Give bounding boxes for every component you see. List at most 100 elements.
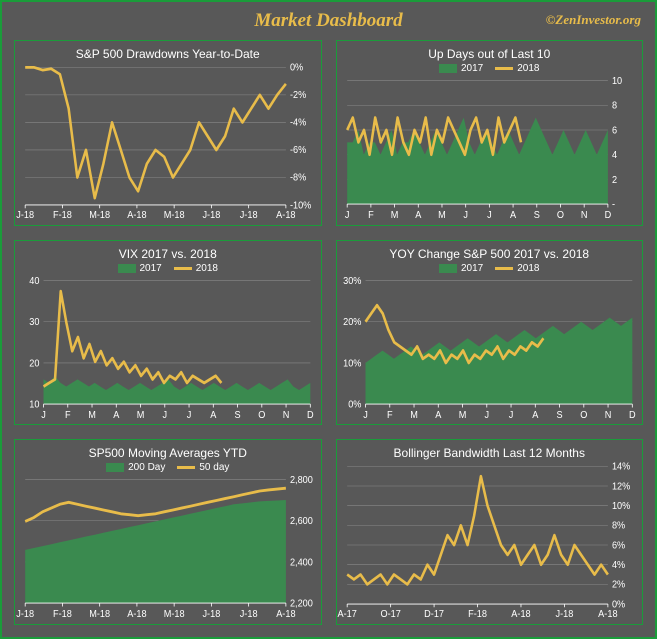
svg-text:2,400: 2,400: [290, 557, 313, 569]
svg-text:A-18: A-18: [127, 609, 146, 621]
panel-title: YOY Change S&P 500 2017 vs. 2018: [337, 241, 643, 263]
svg-text:-4%: -4%: [290, 117, 307, 128]
svg-text:S: S: [234, 409, 241, 421]
swatch-line: [495, 67, 513, 70]
svg-text:A: A: [532, 409, 539, 421]
svg-text:20: 20: [29, 358, 40, 370]
chart-svg: 40302010JFMAMJJASOND: [15, 276, 321, 425]
svg-text:J: J: [363, 409, 368, 421]
svg-text:J-18: J-18: [240, 210, 258, 221]
page-title: Market Dashboard: [254, 10, 402, 32]
svg-text:N: N: [283, 409, 290, 421]
svg-text:A-17: A-17: [337, 609, 356, 620]
svg-text:J: J: [41, 409, 46, 421]
svg-text:M: M: [438, 209, 446, 221]
svg-text:12%: 12%: [611, 481, 630, 492]
svg-text:S: S: [533, 209, 540, 221]
panel-bb: Bollinger Bandwidth Last 12 Months14%12%…: [336, 439, 644, 625]
chart-area: 2,8002,6002,4002,200J-18F-18M-18A-18M-18…: [15, 475, 321, 624]
svg-text:40: 40: [29, 276, 40, 287]
svg-text:M-18: M-18: [164, 609, 185, 621]
svg-text:-: -: [611, 199, 614, 211]
svg-text:O: O: [258, 409, 266, 421]
swatch-line: [495, 267, 513, 270]
legend-label-line: 2018: [517, 63, 539, 74]
legend-label-line: 2018: [196, 263, 218, 274]
svg-text:M-18: M-18: [89, 210, 110, 221]
dashboard-frame: Market Dashboard ©ZenInvestor.org S&P 50…: [0, 0, 657, 639]
legend: 2017 2018: [337, 63, 643, 76]
panel-title: VIX 2017 vs. 2018: [15, 241, 321, 263]
chart-svg: 0%-2%-4%-6%-8%-10%J-18F-18M-18A-18M-18J-…: [15, 63, 321, 225]
svg-text:N: N: [604, 409, 611, 421]
legend-item-line: 2018: [174, 263, 218, 274]
chart-area: 40302010JFMAMJJASOND: [15, 276, 321, 425]
svg-text:10%: 10%: [611, 501, 630, 512]
svg-text:6%: 6%: [611, 540, 625, 551]
svg-text:-8%: -8%: [290, 172, 307, 183]
svg-text:O: O: [556, 209, 564, 221]
svg-text:F-18: F-18: [53, 609, 72, 621]
legend: 200 Day50 day: [15, 462, 321, 475]
svg-text:10: 10: [29, 399, 40, 411]
svg-text:14%: 14%: [611, 462, 630, 473]
svg-text:20%: 20%: [343, 316, 362, 328]
svg-text:M: M: [88, 409, 96, 421]
svg-text:D: D: [629, 409, 636, 421]
svg-text:F: F: [386, 409, 392, 421]
legend: 2017 2018: [337, 263, 643, 276]
svg-text:J-18: J-18: [240, 609, 258, 621]
chart-svg: 2,8002,6002,4002,200J-18F-18M-18A-18M-18…: [15, 475, 321, 624]
svg-text:D-17: D-17: [424, 609, 444, 620]
svg-text:8%: 8%: [611, 521, 625, 532]
attribution: ©ZenInvestor.org: [546, 12, 641, 28]
legend-item-area: 2017: [439, 63, 483, 74]
svg-text:J: J: [344, 209, 349, 221]
header: Market Dashboard ©ZenInvestor.org: [2, 2, 655, 40]
swatch-area: [439, 64, 457, 73]
svg-text:4: 4: [611, 150, 617, 162]
panel-grid: S&P 500 Drawdowns Year-to-Date0%-2%-4%-6…: [2, 40, 655, 637]
legend-item-area: 2017: [118, 263, 162, 274]
svg-text:-2%: -2%: [290, 90, 307, 101]
svg-text:S: S: [556, 409, 563, 421]
svg-text:30%: 30%: [343, 276, 362, 287]
svg-text:10%: 10%: [343, 358, 362, 370]
swatch-line: [174, 267, 192, 270]
svg-text:M: M: [137, 409, 145, 421]
legend-label-area: 2017: [461, 263, 483, 274]
panel-title: S&P 500 Drawdowns Year-to-Date: [15, 41, 321, 63]
panel-yoy: YOY Change S&P 500 2017 vs. 20182017 2018…: [336, 240, 644, 426]
svg-text:J-18: J-18: [16, 609, 34, 621]
svg-text:-6%: -6%: [290, 145, 307, 156]
chart-svg: 14%12%10%8%6%4%2%0%A-17O-17D-17F-18A-18J…: [337, 462, 643, 624]
svg-text:J: J: [487, 209, 492, 221]
legend-label-line: 2018: [517, 263, 539, 274]
legend-item-line: 2018: [495, 63, 539, 74]
panel-vix: VIX 2017 vs. 20182017201840302010JFMAMJJ…: [14, 240, 322, 426]
panel-drawdowns: S&P 500 Drawdowns Year-to-Date0%-2%-4%-6…: [14, 40, 322, 226]
svg-text:30: 30: [29, 316, 40, 328]
svg-text:A: A: [415, 209, 422, 221]
svg-text:2,800: 2,800: [290, 475, 313, 486]
chart-area: 0%-2%-4%-6%-8%-10%J-18F-18M-18A-18M-18J-…: [15, 63, 321, 225]
svg-text:J: J: [484, 409, 489, 421]
svg-text:2: 2: [611, 174, 616, 186]
svg-text:0%: 0%: [348, 399, 362, 411]
swatch-area: [118, 264, 136, 273]
svg-text:J-18: J-18: [202, 609, 220, 621]
svg-text:2%: 2%: [611, 580, 625, 591]
chart-svg: 108642-JFMAMJJASOND: [337, 76, 643, 225]
svg-text:A: A: [510, 209, 517, 221]
svg-text:F-18: F-18: [53, 210, 72, 221]
svg-text:A: A: [210, 409, 217, 421]
svg-text:4%: 4%: [611, 560, 625, 571]
svg-text:J-18: J-18: [555, 609, 573, 620]
svg-text:10: 10: [611, 76, 622, 87]
svg-text:J: J: [508, 409, 513, 421]
svg-text:A: A: [113, 409, 120, 421]
svg-text:D: D: [604, 209, 611, 221]
legend-item-line: 2018: [495, 263, 539, 274]
svg-text:M: M: [410, 409, 418, 421]
chart-area: 30%20%10%0%JFMAMJJASOND: [337, 276, 643, 425]
